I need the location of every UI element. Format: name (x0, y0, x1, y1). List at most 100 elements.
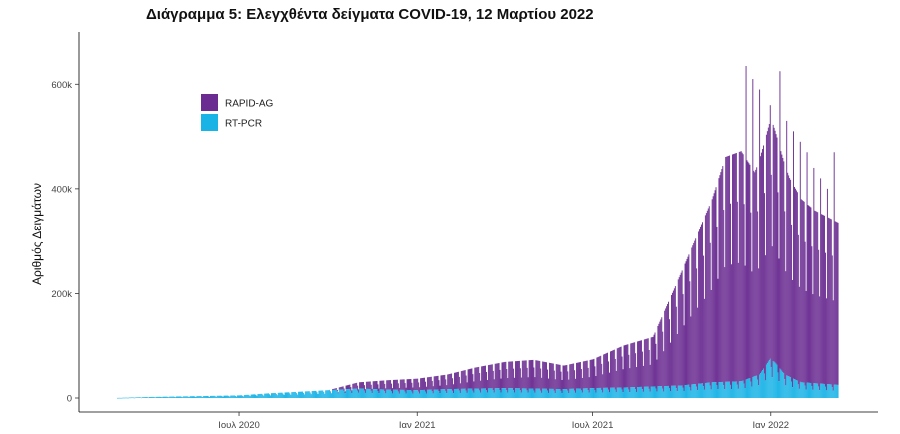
bar-rapid-ag (371, 388, 373, 394)
bar-rt-pcr (274, 392, 276, 398)
bar-rt-pcr (529, 388, 531, 398)
bar-rapid-ag (555, 364, 557, 389)
bar-rapid-ag (763, 193, 765, 374)
bar-rt-pcr (536, 388, 538, 398)
bar-rapid-ag (547, 369, 548, 391)
bar-rapid-ag (475, 367, 477, 389)
bar-rt-pcr (726, 381, 728, 398)
bar-rt-pcr (415, 390, 417, 398)
bar-rt-pcr (449, 389, 451, 398)
bar-rt-pcr (485, 388, 486, 398)
bar-rt-pcr (243, 395, 245, 398)
bar-rt-pcr (574, 390, 576, 398)
bar-rt-pcr (209, 395, 211, 398)
bar-rt-pcr (674, 385, 676, 398)
bar-rt-pcr (786, 375, 788, 398)
bar-rapid-ag (380, 380, 382, 390)
bar-rt-pcr (604, 387, 606, 398)
bar-rapid-ag (724, 267, 726, 390)
bar-rt-pcr (761, 371, 762, 398)
bar-rt-pcr (217, 395, 219, 398)
bar-rapid-ag (518, 360, 520, 389)
bar-rt-pcr (779, 368, 781, 398)
bar-rapid-ag (731, 264, 732, 389)
bar-rt-pcr (238, 395, 239, 398)
bar-rapid-ag (739, 151, 741, 382)
bar-rt-pcr (688, 384, 690, 398)
bar-rapid-ag (767, 127, 769, 362)
bar-rt-pcr (261, 393, 263, 398)
bar-rt-pcr (284, 392, 286, 398)
bar-rapid-ag (683, 325, 685, 391)
bar-rapid-ag (818, 249, 820, 387)
bar-rapid-ag (606, 353, 608, 388)
bar-rapid-ag (370, 384, 372, 391)
bar-rapid-ag (791, 224, 793, 382)
bar-rt-pcr (176, 396, 177, 398)
bar-rapid-ag (746, 160, 748, 380)
bar-rt-pcr (423, 389, 424, 398)
bar-rt-pcr (724, 389, 726, 398)
bar-rapid-ag (373, 381, 375, 390)
bar-rt-pcr (188, 397, 190, 398)
bar-rt-pcr (351, 393, 353, 398)
bar-rt-pcr (264, 393, 266, 398)
bar-rt-pcr (770, 367, 772, 398)
bar-rapid-ag (387, 380, 389, 390)
bar-rapid-ag (454, 372, 455, 389)
bar-rapid-ag (834, 221, 836, 385)
bar-rapid-ag (403, 379, 405, 390)
bar-rt-pcr (609, 392, 610, 398)
bar-rt-pcr (407, 389, 409, 398)
bar-rapid-ag (747, 161, 749, 379)
bar-rt-pcr (508, 388, 510, 398)
bar-rt-pcr (463, 388, 465, 398)
bar-rt-pcr (534, 392, 536, 398)
bar-rt-pcr (764, 380, 766, 398)
bar-rapid-ag (453, 384, 455, 394)
bar-rt-pcr (798, 388, 800, 398)
bar-rapid-ag (455, 372, 456, 389)
bar-rapid-ag (476, 367, 478, 389)
bar-rt-pcr (342, 389, 344, 398)
bar-rt-pcr (646, 386, 648, 398)
bar-rt-pcr (361, 388, 362, 398)
bar-rapid-ag (448, 374, 450, 390)
bar-rt-pcr (645, 386, 647, 398)
bar-rapid-ag (675, 306, 677, 389)
bar-rt-pcr (596, 388, 598, 398)
bar-rt-pcr (416, 390, 418, 398)
bar-rt-pcr (819, 390, 821, 398)
bar-rt-pcr (563, 389, 565, 398)
bar-rapid-ag (474, 367, 476, 389)
bar-rt-pcr (702, 383, 703, 398)
bar-rt-pcr (560, 390, 562, 398)
bar-rt-pcr (528, 388, 530, 398)
bar-rapid-ag (743, 204, 745, 384)
bar-rt-pcr (598, 387, 600, 398)
x-tick-label: Ιαν 2021 (399, 420, 436, 431)
bar-rt-pcr (773, 361, 775, 398)
bar-rt-pcr (475, 388, 477, 398)
bar-rapid-ag (479, 373, 481, 391)
bar-rapid-ag (712, 196, 714, 383)
bar-rt-pcr (530, 388, 532, 398)
bar-rt-pcr (326, 390, 328, 398)
bar-rt-pcr (328, 390, 330, 398)
bar-rt-pcr (148, 397, 150, 398)
bar-rt-pcr (393, 389, 394, 398)
bar-rt-pcr (704, 383, 706, 398)
bar-rapid-ag (458, 376, 460, 391)
bar-rapid-ag (429, 376, 431, 390)
bar-rapid-ag (514, 377, 516, 393)
bar-rapid-ag (470, 368, 472, 389)
bar-rapid-ag (809, 206, 811, 383)
bar-rt-pcr (177, 396, 178, 398)
bar-rt-pcr (668, 385, 670, 398)
bar-rapid-ag (603, 354, 605, 388)
bar-rt-pcr (667, 385, 669, 398)
bar-rt-pcr (532, 388, 534, 398)
bar-rt-pcr (524, 388, 526, 398)
bar-rapid-ag (451, 373, 453, 390)
bar-rt-pcr (799, 381, 801, 398)
